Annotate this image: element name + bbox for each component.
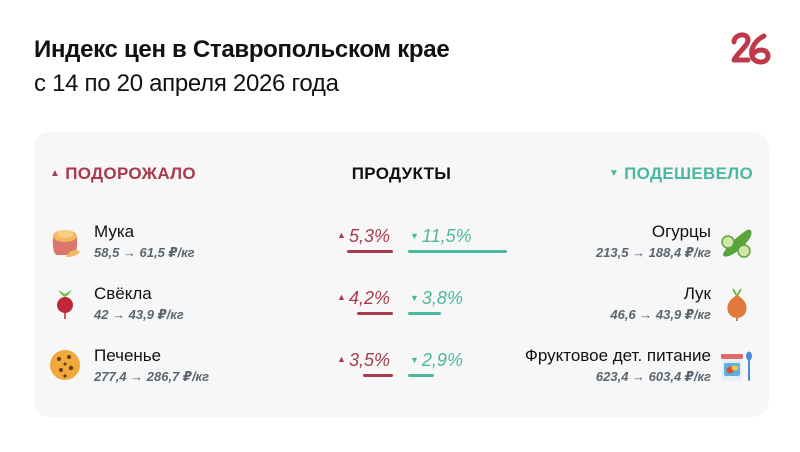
item-name: Печенье (94, 346, 162, 365)
bar-up (347, 250, 393, 253)
item-price: 623,4 → 603,4 ₽/кг (595, 369, 711, 384)
bar-up (363, 374, 393, 377)
bar-down (408, 250, 507, 253)
pct-down: ▼ 11,5% (410, 226, 472, 246)
triangle-up-icon: ▲ (50, 168, 61, 179)
bar-down (408, 312, 441, 315)
item-name: Лук (683, 284, 711, 303)
pct-up: ▲ 5,3% (337, 226, 390, 246)
logo-26-icon (731, 32, 771, 65)
page-subtitle: с 14 по 20 апреля 2026 года (34, 70, 339, 97)
product-row: Мука 58,5 → 61,5 ₽/кг ▲ 5,3% ▼ 11,5% Огурц… (34, 220, 769, 270)
item-price: 42 → 43,9 ₽/кг (94, 307, 184, 322)
baby-food-jar-icon (721, 351, 752, 381)
cookie-icon (50, 350, 80, 380)
item-name: Фруктовое дет. питание (524, 346, 711, 365)
product-row: Свёкла 42 → 43,9 ₽/кг ▲ 4,2% ▼ 3,8% Лук 46… (34, 282, 769, 332)
item-price: 213,5 → 188,4 ₽/кг (595, 245, 711, 260)
price-index-card: ▲ ПОДОРОЖАЛО ПРОДУКТЫ ▼ ПОДЕШЕВЕЛО Мука 58… (34, 132, 769, 417)
pct-up: ▲ 3,5% (337, 350, 390, 370)
item-down: Фруктовое дет. питание 623,4 → 603,4 ₽/к… (435, 344, 755, 394)
bar-down (408, 374, 434, 377)
item-price: 277,4 → 286,7 ₽/кг (94, 369, 210, 384)
item-down: Лук 46,6 → 43,9 ₽/кг (435, 282, 755, 332)
bar-up (357, 312, 393, 315)
product-row: Печенье 277,4 → 286,7 ₽/кг ▲ 3,5% ▼ 2,9% Ф… (34, 344, 769, 394)
pct-up: ▲ 4,2% (337, 288, 390, 308)
item-name: Огурцы (651, 222, 711, 241)
header-price-up: ▲ ПОДОРОЖАЛО (50, 164, 196, 183)
item-name: Свёкла (94, 284, 152, 303)
flour-icon (52, 230, 80, 257)
header-products: ПРОДУКТЫ (351, 164, 452, 183)
header-price-down: ▼ ПОДЕШЕВЕЛО (608, 164, 753, 183)
pct-down: ▼ 2,9% (410, 350, 463, 370)
item-price: 58,5 → 61,5 ₽/кг (94, 245, 195, 260)
cucumber-icon (721, 229, 752, 258)
page-title: Индекс цен в Ставропольском крае (34, 36, 450, 63)
onion-icon (727, 288, 747, 321)
item-down: Огурцы 213,5 → 188,4 ₽/кг (435, 220, 755, 270)
triangle-down-icon: ▼ (608, 168, 620, 179)
pct-down: ▼ 3,8% (410, 288, 463, 308)
beet-icon (57, 290, 73, 319)
item-name: Мука (94, 222, 135, 241)
item-price: 46,6 → 43,9 ₽/кг (610, 307, 711, 322)
